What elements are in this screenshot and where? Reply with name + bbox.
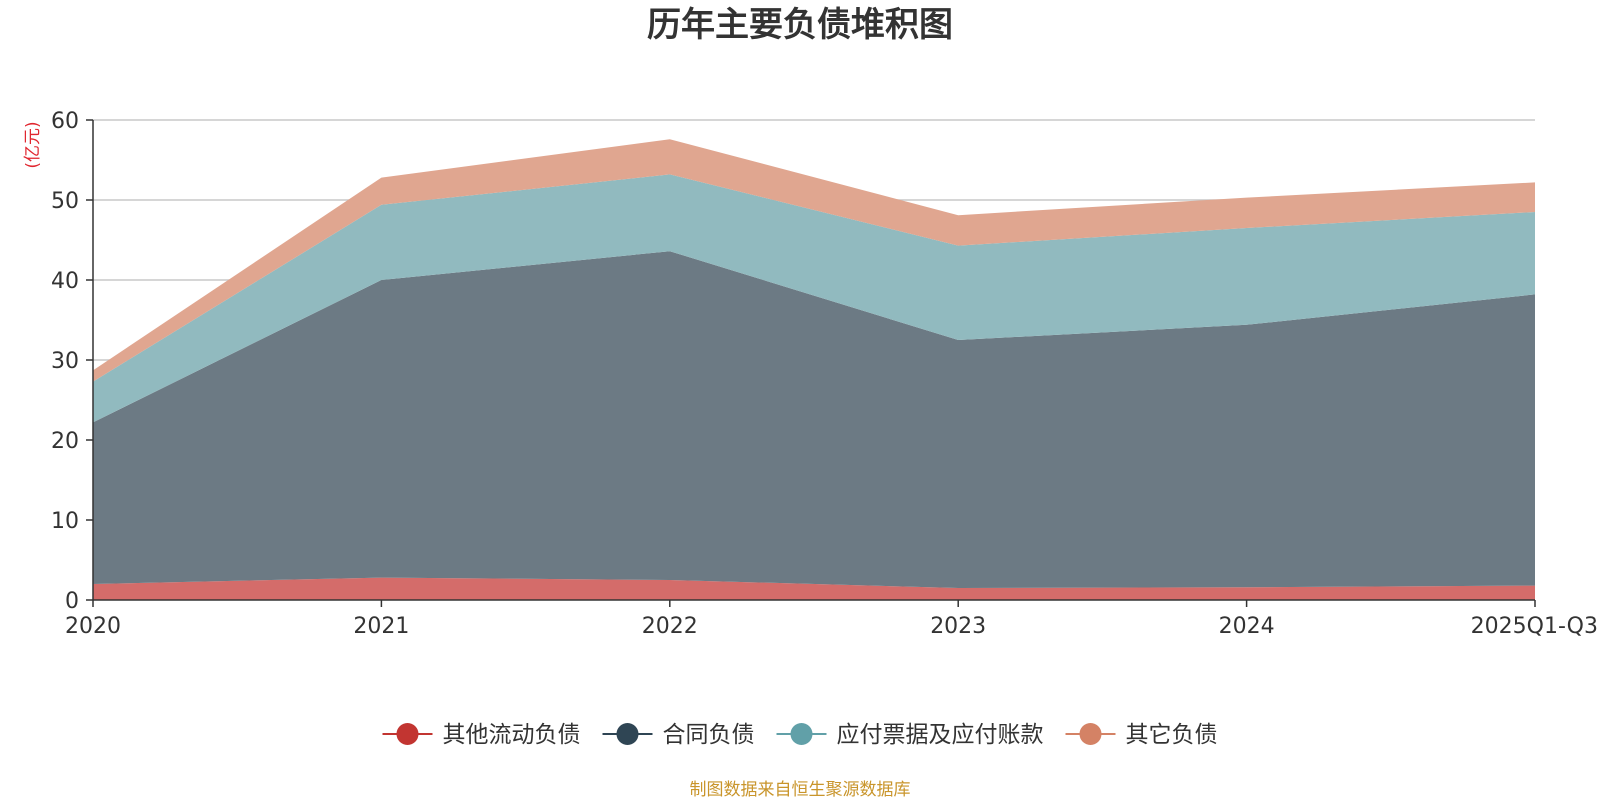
legend-marker [616,723,639,745]
y-tick-label: 0 [65,589,79,614]
legend-marker [1079,723,1102,745]
legend-marker [790,723,813,745]
legend-label: 应付票据及应付账款 [837,722,1044,748]
x-tick-label: 2020 [65,614,121,639]
stacked-areas [93,139,1535,600]
legend: 其他流动负债 合同负债 应付票据及应付账款 其它负债 [382,722,1218,748]
area-series-2 [93,174,1535,423]
legend-item-1[interactable]: 合同负债 [602,722,755,748]
legend-label: 其他流动负债 [443,722,581,748]
data-source-note: 制图数据来自恒生聚源数据库 [690,780,911,800]
y-tick-label: 40 [51,269,79,294]
legend-item-3[interactable]: 其它负债 [1065,722,1218,748]
y-axis-unit-label: (亿元) [23,121,43,168]
axes: 0 10 20 30 40 50 60 2020 2021 2022 2023 2024 2025Q1-… [51,109,1598,639]
legend-item-0[interactable]: 其他流动负债 [382,722,581,748]
chart-title: 历年主要负债堆积图 [647,5,953,45]
x-tick-label: 2024 [1219,614,1275,639]
y-tick-label: 20 [51,429,79,454]
x-tick-label: 2025Q1-Q3 [1471,614,1598,639]
x-tick-label: 2023 [930,614,986,639]
area-series-1 [93,251,1535,588]
y-tick-label: 50 [51,189,79,214]
area-series-3 [93,139,1535,382]
legend-label: 其它负债 [1126,722,1218,748]
y-tick-label: 30 [51,349,79,374]
legend-marker [396,723,419,745]
x-tick-label: 2021 [353,614,409,639]
legend-item-2[interactable]: 应付票据及应付账款 [776,722,1044,748]
y-tick-label: 10 [51,509,79,534]
x-tick-label: 2022 [642,614,698,639]
y-tick-label: 60 [51,109,79,134]
legend-label: 合同负债 [663,722,755,748]
area-series-0 [93,577,1535,600]
